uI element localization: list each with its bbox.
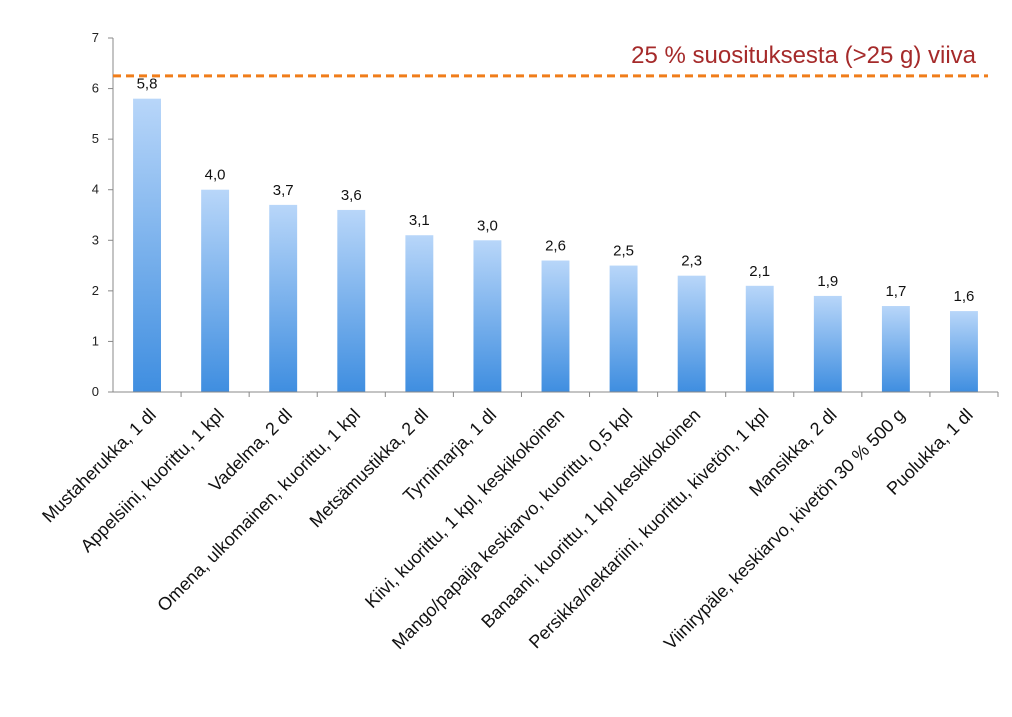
y-tick-label: 4: [92, 182, 99, 197]
data-label: 1,9: [817, 273, 838, 290]
data-label: 1,6: [954, 288, 975, 305]
reference-line-group: 25 % suosituksesta (>25 g) viiva: [113, 42, 988, 78]
bars: [133, 98, 978, 392]
data-label: 1,7: [885, 283, 906, 300]
x-axis: [113, 391, 999, 397]
x-tick-label: Mustaherukka, 1 dl: [38, 405, 160, 527]
bar: [677, 275, 706, 392]
bar: [950, 311, 978, 392]
data-labels: 5,8 4,0 3,7 3,6 3,1 3,0 2,6 2,5 2,3 2,1 1,9 1,7 1,6: [137, 76, 975, 305]
y-tick-label: 0: [92, 384, 99, 399]
x-tick-label: Mango/papaija keskiarvo, kuorittu, 0,5 k…: [388, 405, 636, 653]
x-tick-label: Persikka/nektariini, kuorittu, kivetön, …: [525, 405, 773, 653]
y-tick-label: 1: [92, 333, 99, 348]
bar: [337, 209, 366, 392]
bar: [133, 98, 161, 392]
data-label: 2,1: [749, 263, 770, 280]
data-label: 3,1: [409, 212, 430, 229]
data-label: 3,0: [477, 217, 498, 234]
bar: [813, 295, 842, 392]
x-tick-label: Viinirypäle, keskiarvo, kivetön 30 % 500…: [660, 405, 909, 654]
x-tick-label: Metsämustikka, 2 dl: [306, 405, 433, 532]
data-label: 2,3: [681, 253, 702, 270]
data-label: 3,6: [341, 187, 362, 204]
bar: [473, 240, 502, 392]
bar: [609, 265, 638, 392]
bar: [541, 260, 570, 392]
bar: [201, 189, 230, 392]
y-tick-label: 5: [92, 131, 99, 146]
data-label: 3,7: [273, 182, 294, 199]
bar: [405, 235, 434, 392]
data-label: 5,8: [137, 76, 158, 93]
y-tick-label: 3: [92, 232, 99, 247]
data-label: 4,0: [205, 167, 226, 184]
data-label: 2,6: [545, 238, 566, 255]
reference-line-label: 25 % suosituksesta (>25 g) viiva: [631, 42, 976, 69]
y-axis: 0 1 2 3 4 5 6 7: [92, 30, 114, 399]
y-tick-label: 2: [92, 283, 99, 298]
y-tick-label: 6: [92, 81, 99, 96]
y-tick-label: 7: [92, 30, 99, 45]
bar: [745, 285, 774, 392]
bar: [269, 204, 298, 392]
bar: [881, 306, 910, 392]
data-label: 2,5: [613, 243, 634, 260]
